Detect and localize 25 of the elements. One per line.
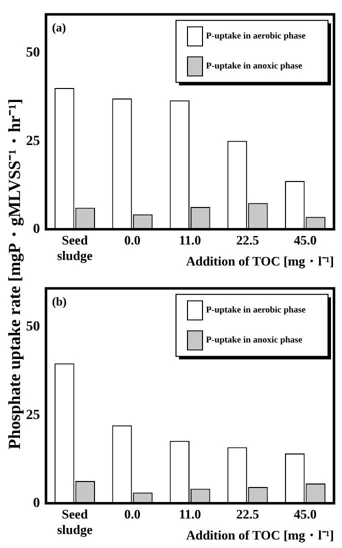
legend-label: P-uptake in anoxic phase xyxy=(206,60,302,71)
legend-label: P-uptake in aerobic phase xyxy=(206,304,306,315)
y-tick-label: 50 xyxy=(26,320,40,335)
x-tick-label: 45.0 xyxy=(294,232,317,248)
x-axis-title: Addition of TOC [mg・l⁻¹] xyxy=(186,254,334,269)
y-tick-label: 25 xyxy=(26,134,40,149)
legend-label: P-uptake in aerobic phase xyxy=(206,30,306,41)
y-tick-label: 0 xyxy=(33,496,40,511)
x-tick-label: 0.0 xyxy=(124,232,141,248)
x-tick-label: Seed sludge xyxy=(57,232,93,263)
y-tick-label: 25 xyxy=(26,408,40,423)
legend-label: P-uptake in anoxic phase xyxy=(206,334,302,345)
text: (a) xyxy=(52,20,66,34)
y-tick-label: 50 xyxy=(26,46,40,61)
y-axis-title: Phosphate uptake rate [mgP・gMLVSS⁻¹・hr⁻¹] xyxy=(4,98,25,452)
x-tick-label: 22.5 xyxy=(236,232,260,248)
x-tick-label: 11.0 xyxy=(178,232,202,248)
x-tick-label: Seed sludge xyxy=(57,506,93,537)
x-tick-label: 22.5 xyxy=(236,506,260,522)
x-tick-label: 0.0 xyxy=(124,506,141,522)
x-tick-label: 11.0 xyxy=(178,506,202,522)
x-tick-label: 45.0 xyxy=(294,506,317,522)
x-axis-title: Addition of TOC [mg・l⁻¹] xyxy=(186,528,334,543)
y-tick-label: 0 xyxy=(33,222,40,237)
text: (b) xyxy=(52,294,67,308)
